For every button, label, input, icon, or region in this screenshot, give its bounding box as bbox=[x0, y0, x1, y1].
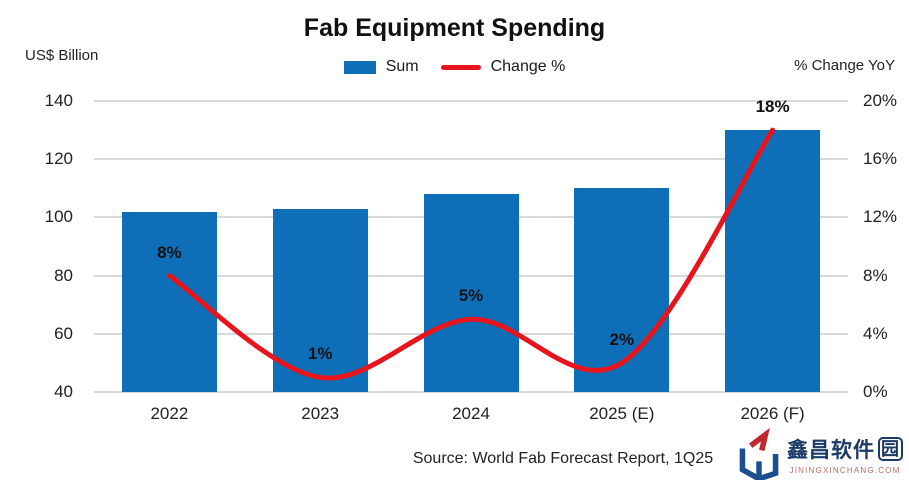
x-axis-label: 2026 (F) bbox=[740, 404, 805, 423]
watermark: 鑫昌软件 园 JININGXINCHANG.COM bbox=[736, 428, 903, 480]
watermark-site-name: 鑫昌软件 园 bbox=[787, 434, 903, 464]
watermark-domain: JININGXINCHANG.COM bbox=[789, 465, 901, 475]
right-axis-tick-label: 20% bbox=[863, 91, 898, 110]
watermark-site-name-main: 鑫昌软件 bbox=[787, 438, 875, 462]
legend-sum-label: Sum bbox=[385, 58, 419, 75]
chart-title: Fab Equipment Spending bbox=[303, 14, 606, 42]
data-label-2025 (E): 2% bbox=[609, 329, 635, 349]
legend-change-swatch-icon bbox=[440, 64, 481, 70]
data-label-2023: 1% bbox=[307, 344, 333, 364]
right-axis-title: % Change YoY bbox=[794, 57, 895, 74]
watermark-text: 鑫昌软件 园 JININGXINCHANG.COM bbox=[787, 434, 903, 475]
bar-2023 bbox=[272, 208, 368, 392]
gridline bbox=[94, 391, 848, 393]
left-axis-tick-label: 100 bbox=[44, 207, 73, 227]
change-percent-line bbox=[166, 127, 776, 381]
data-label-2024: 5% bbox=[458, 286, 484, 306]
data-label-2022: 8% bbox=[157, 242, 182, 262]
x-axis-label: 2022 bbox=[150, 404, 189, 423]
right-axis-tick-label: 8% bbox=[863, 265, 888, 285]
left-axis-tick-label: 80 bbox=[54, 265, 73, 285]
data-label-2026 (F): 18% bbox=[755, 97, 790, 117]
left-axis-tick-label: 120 bbox=[44, 149, 73, 169]
x-axis-label: 2024 bbox=[452, 404, 490, 423]
right-axis-tick-label: 4% bbox=[863, 323, 888, 343]
bar-2024 bbox=[423, 194, 519, 392]
left-axis-tick-label: 60 bbox=[54, 323, 73, 343]
left-axis-tick-label: 40 bbox=[54, 382, 73, 401]
legend-change-label: Change % bbox=[490, 58, 566, 75]
x-axis-label: 2025 (E) bbox=[589, 404, 655, 423]
gridline bbox=[94, 158, 848, 161]
bar-2026 (F) bbox=[725, 130, 821, 392]
right-axis-tick-label: 12% bbox=[863, 207, 898, 227]
right-axis-tick-label: 0% bbox=[863, 382, 888, 401]
x-axis-label: 2023 bbox=[301, 404, 340, 423]
watermark-site-name-boxed-char: 园 bbox=[878, 436, 903, 461]
bar-2025 (E) bbox=[574, 188, 670, 392]
gridline bbox=[94, 100, 848, 102]
legend: Sum Change % bbox=[0, 58, 909, 76]
left-axis-tick-label: 140 bbox=[44, 91, 73, 110]
left-axis-title: US$ Billion bbox=[25, 47, 99, 64]
watermark-logo-icon bbox=[739, 428, 779, 480]
source-note: Source: World Fab Forecast Report, 1Q25 bbox=[412, 450, 714, 467]
right-axis-tick-label: 16% bbox=[863, 149, 898, 169]
legend-sum-swatch-icon bbox=[343, 60, 376, 74]
plot-area: 8% 1% 5% 2% 18% bbox=[94, 97, 848, 393]
